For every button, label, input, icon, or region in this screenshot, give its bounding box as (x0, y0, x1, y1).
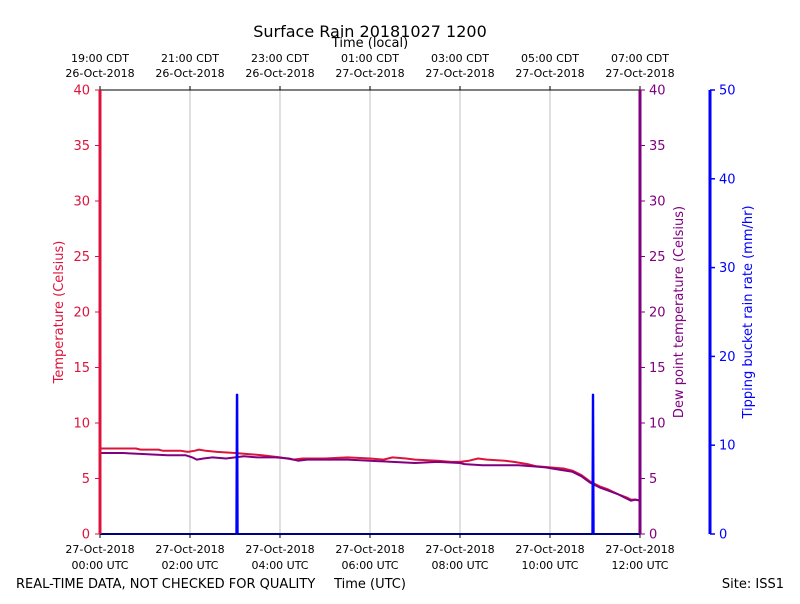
rain-tick-label: 30 (719, 261, 736, 276)
top-tick-time: 19:00 CDT (71, 52, 129, 65)
bottom-tick-time: 02:00 UTC (161, 559, 218, 572)
chart-title: Surface Rain 20181027 1200 (253, 22, 487, 41)
footer-site-label: Site: ISS1 (722, 577, 784, 592)
bottom-tick-time: 04:00 UTC (251, 559, 308, 572)
bottom-tick-time: 00:00 UTC (71, 559, 128, 572)
bottom-tick-date: 27-Oct-2018 (65, 543, 134, 556)
axis-ticks: 27-Oct-2018 00:00 UTC 27-Oct-2018 02:00 UTC… (65, 52, 735, 572)
temperature-tick-label: 35 (73, 139, 90, 154)
rain-tick-label: 0 (719, 528, 727, 543)
bottom-tick-date: 27-Oct-2018 (155, 543, 224, 556)
bottom-tick-date: 27-Oct-2018 (335, 543, 404, 556)
top-tick-time: 03:00 CDT (431, 52, 489, 65)
temperature-tick-label: 15 (73, 361, 90, 376)
dewpoint-tick-label: 20 (649, 306, 666, 321)
bottom-tick-date: 27-Oct-2018 (605, 543, 674, 556)
dewpoint-tick-label: 0 (649, 528, 657, 543)
top-tick-date: 27-Oct-2018 (605, 67, 674, 80)
dewpoint-tick-label: 5 (649, 472, 657, 487)
bottom-tick-date: 27-Oct-2018 (245, 543, 314, 556)
rain-tick-label: 20 (719, 350, 736, 365)
rain-tick-label: 40 (719, 172, 736, 187)
temperature-axis-label: Temperature (Celsius) (52, 241, 67, 385)
temperature-tick-label: 30 (73, 195, 90, 210)
dewpoint-tick-label: 40 (649, 84, 666, 99)
temperature-tick-label: 10 (73, 417, 90, 432)
dewpoint-axis-label: Dew point temperature (Celsius) (672, 206, 687, 418)
dewpoint-tick-label: 15 (649, 361, 666, 376)
top-tick-date: 26-Oct-2018 (245, 67, 314, 80)
top-tick-time: 01:00 CDT (341, 52, 399, 65)
x-axis-label: Time (UTC) (333, 577, 406, 592)
bottom-tick-time: 12:00 UTC (611, 559, 668, 572)
dewpoint-tick-label: 35 (649, 139, 666, 154)
dewpoint-tick-label: 10 (649, 417, 666, 432)
temperature-tick-label: 40 (73, 84, 90, 99)
rain-axis-label: Tipping bucket rain rate (mm/hr) (741, 205, 756, 419)
dewpoint-tick-label: 25 (649, 250, 666, 265)
top-tick-date: 26-Oct-2018 (155, 67, 224, 80)
top-tick-date: 26-Oct-2018 (65, 67, 134, 80)
bottom-tick-time: 10:00 UTC (521, 559, 578, 572)
footer-quality-note: REAL-TIME DATA, NOT CHECKED FOR QUALITY (16, 577, 315, 592)
top-tick-time: 05:00 CDT (521, 52, 579, 65)
temperature-tick-label: 5 (82, 472, 90, 487)
top-axis-label: Time (local) (331, 36, 408, 51)
bottom-tick-time: 06:00 UTC (341, 559, 398, 572)
top-tick-time: 21:00 CDT (161, 52, 219, 65)
top-tick-time: 07:00 CDT (611, 52, 669, 65)
bottom-tick-time: 08:00 UTC (431, 559, 488, 572)
temperature-tick-label: 20 (73, 306, 90, 321)
top-tick-date: 27-Oct-2018 (335, 67, 404, 80)
top-tick-date: 27-Oct-2018 (515, 67, 584, 80)
top-tick-time: 23:00 CDT (251, 52, 309, 65)
bottom-tick-date: 27-Oct-2018 (515, 543, 584, 556)
rain-tick-label: 10 (719, 439, 736, 454)
temperature-tick-label: 25 (73, 250, 90, 265)
rain-tick-label: 50 (719, 84, 736, 99)
bottom-tick-date: 27-Oct-2018 (425, 543, 494, 556)
top-tick-date: 27-Oct-2018 (425, 67, 494, 80)
dewpoint-tick-label: 30 (649, 195, 666, 210)
temperature-tick-label: 0 (82, 528, 90, 543)
